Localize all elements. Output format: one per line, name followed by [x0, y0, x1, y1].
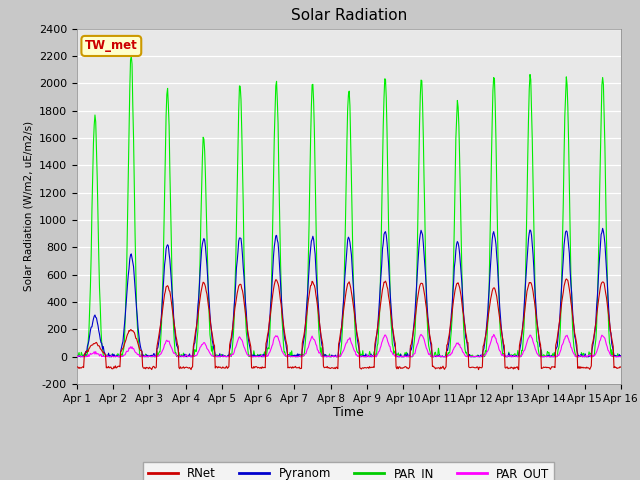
- Title: Solar Radiation: Solar Radiation: [291, 9, 407, 24]
- Legend: RNet, Pyranom, PAR_IN, PAR_OUT: RNet, Pyranom, PAR_IN, PAR_OUT: [143, 462, 554, 480]
- Y-axis label: Solar Radiation (W/m2, uE/m2/s): Solar Radiation (W/m2, uE/m2/s): [23, 121, 33, 291]
- X-axis label: Time: Time: [333, 407, 364, 420]
- Text: TW_met: TW_met: [85, 39, 138, 52]
